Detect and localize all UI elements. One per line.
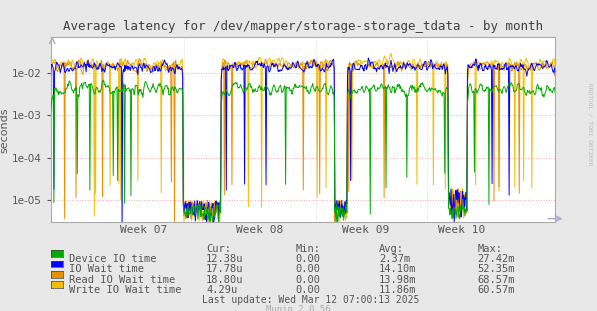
Text: Device IO time: Device IO time (69, 254, 156, 264)
Text: 12.38u: 12.38u (206, 254, 244, 264)
Text: Avg:: Avg: (379, 244, 404, 254)
Text: IO Wait time: IO Wait time (69, 264, 144, 274)
Text: Week 07: Week 07 (121, 225, 168, 235)
Text: Week 09: Week 09 (343, 225, 390, 235)
Text: Write IO Wait time: Write IO Wait time (69, 285, 181, 295)
Text: Last update: Wed Mar 12 07:00:13 2025: Last update: Wed Mar 12 07:00:13 2025 (202, 295, 419, 305)
Text: Read IO Wait time: Read IO Wait time (69, 275, 175, 285)
Text: Min:: Min: (296, 244, 321, 254)
Text: 11.86m: 11.86m (379, 285, 417, 295)
Text: Munin 2.0.56: Munin 2.0.56 (266, 305, 331, 311)
Text: 0.00: 0.00 (296, 275, 321, 285)
Text: 0.00: 0.00 (296, 264, 321, 274)
Text: 68.57m: 68.57m (478, 275, 515, 285)
Text: 18.80u: 18.80u (206, 275, 244, 285)
Text: Week 08: Week 08 (236, 225, 284, 235)
Text: RRDTOOL / TOBI OETIKER: RRDTOOL / TOBI OETIKER (587, 83, 592, 166)
Text: 17.78u: 17.78u (206, 264, 244, 274)
Text: 52.35m: 52.35m (478, 264, 515, 274)
Y-axis label: seconds: seconds (0, 107, 9, 153)
Text: 60.57m: 60.57m (478, 285, 515, 295)
Text: 13.98m: 13.98m (379, 275, 417, 285)
Text: 4.29u: 4.29u (206, 285, 237, 295)
Text: 14.10m: 14.10m (379, 264, 417, 274)
Text: 2.37m: 2.37m (379, 254, 410, 264)
Text: Max:: Max: (478, 244, 503, 254)
Text: 0.00: 0.00 (296, 254, 321, 264)
Text: Week 10: Week 10 (438, 225, 485, 235)
Text: 0.00: 0.00 (296, 285, 321, 295)
Text: Cur:: Cur: (206, 244, 231, 254)
Title: Average latency for /dev/mapper/storage-storage_tdata - by month: Average latency for /dev/mapper/storage-… (63, 21, 543, 33)
Text: 27.42m: 27.42m (478, 254, 515, 264)
